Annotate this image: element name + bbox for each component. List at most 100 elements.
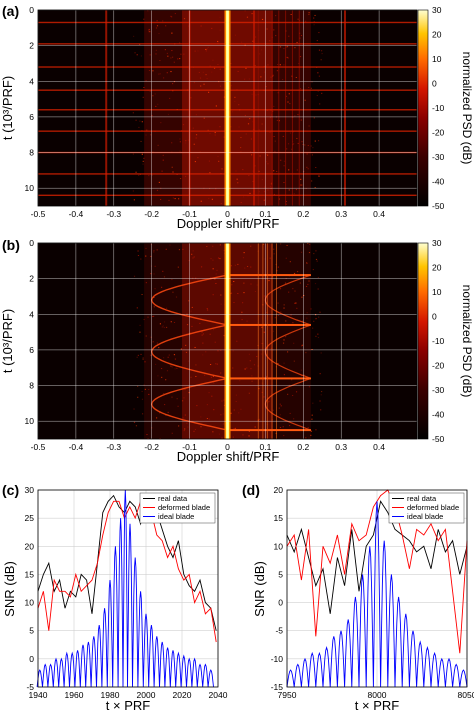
y-tick-label: 5 <box>278 569 283 579</box>
noise-speckle <box>177 266 179 268</box>
y-tick-label: 4 <box>29 309 34 319</box>
noise-speckle <box>306 317 308 319</box>
noise-speckle <box>201 334 203 336</box>
noise-speckle <box>220 414 222 416</box>
y-tick-label: 2 <box>29 274 34 284</box>
noise-speckle <box>159 59 161 61</box>
noise-speckle <box>212 329 215 331</box>
noise-speckle <box>221 400 223 402</box>
noise-speckle <box>178 249 181 251</box>
noise-speckle <box>238 126 240 128</box>
noise-speckle <box>167 55 169 57</box>
noise-speckle <box>170 365 172 367</box>
y-ticks-b: 0 2 4 6 8 10 <box>25 238 35 426</box>
noise-speckle <box>238 412 240 414</box>
noise-speckle <box>232 367 234 369</box>
noise-speckle <box>219 69 221 71</box>
noise-speckle <box>321 53 323 55</box>
noise-speckle <box>320 50 323 52</box>
noise-speckle <box>312 269 314 271</box>
y-tick-label: 20 <box>25 541 35 551</box>
noise-speckle <box>150 273 152 275</box>
noise-speckle <box>171 142 173 144</box>
noise-speckle <box>222 423 225 425</box>
noise-speckle <box>307 243 309 245</box>
noise-speckle <box>261 326 263 328</box>
noise-speckle <box>296 271 299 273</box>
noise-speckle <box>230 63 232 65</box>
noise-speckle <box>280 159 282 161</box>
noise-speckle <box>320 352 322 354</box>
noise-speckle <box>172 291 174 293</box>
noise-speckle <box>212 268 214 270</box>
x-tick-label: 0.1 <box>259 209 271 219</box>
noise-speckle <box>287 57 289 59</box>
noise-speckle <box>184 175 187 177</box>
noise-speckle <box>293 193 295 195</box>
noise-speckle <box>143 157 145 159</box>
y-tick-label: -15 <box>271 682 284 692</box>
noise-speckle <box>306 153 308 155</box>
noise-speckle <box>262 243 265 245</box>
x-tick-label: -0.4 <box>69 442 84 452</box>
noise-speckle <box>318 75 321 77</box>
noise-speckle <box>289 132 292 134</box>
noise-speckle <box>237 263 239 265</box>
noise-speckle <box>171 32 173 34</box>
noise-speckle <box>310 145 312 147</box>
noise-speckle <box>223 250 225 252</box>
noise-speckle <box>232 436 234 438</box>
noise-speckle <box>274 150 276 152</box>
noise-speckle <box>233 281 235 283</box>
noise-speckle <box>305 437 307 439</box>
noise-speckle <box>292 288 294 290</box>
noise-speckle <box>206 418 209 420</box>
noise-speckle <box>175 296 178 298</box>
blade-flash <box>227 274 311 277</box>
noise-speckle <box>145 255 147 257</box>
x-tick-label: 0.1 <box>259 442 271 452</box>
y-tick-label: 5 <box>29 626 34 636</box>
noise-speckle <box>315 335 317 337</box>
noise-speckle <box>267 402 269 404</box>
noise-speckle <box>161 326 163 328</box>
noise-speckle <box>144 388 146 390</box>
noise-speckle <box>205 74 207 76</box>
noise-speckle <box>199 77 202 79</box>
x-ticks-a: -0.5 -0.4 -0.3 -0.2 -0.1 0 0.1 0.2 0.3 0.4 <box>31 209 386 219</box>
noise-speckle <box>301 184 303 186</box>
noise-speckle <box>242 169 244 171</box>
noise-speckle <box>318 175 320 177</box>
noise-speckle <box>280 405 282 407</box>
noise-speckle <box>234 34 237 36</box>
noise-speckle <box>206 309 209 311</box>
noise-speckle <box>243 282 245 284</box>
y-ticks-d: -15 -10 -5 0 5 10 15 20 <box>271 485 284 692</box>
noise-speckle <box>277 266 279 268</box>
noise-speckle <box>210 258 212 260</box>
noise-speckle <box>278 198 280 200</box>
y-axis-title-b: t (10³/PRF) <box>0 309 15 373</box>
noise-speckle <box>216 269 218 271</box>
noise-speckle <box>144 361 146 363</box>
noise-speckle <box>279 414 282 416</box>
noise-speckle <box>219 126 221 128</box>
noise-speckle <box>220 294 222 296</box>
noise-speckle <box>315 250 317 252</box>
noise-speckle <box>151 174 153 176</box>
noise-speckle <box>265 86 267 88</box>
noise-speckle <box>179 138 181 140</box>
noise-speckle <box>310 87 312 89</box>
noise-speckle <box>215 273 217 275</box>
plot-frame-a <box>37 9 418 207</box>
noise-speckle <box>248 353 251 355</box>
noise-speckle <box>242 434 244 436</box>
noise-speckle <box>195 277 197 279</box>
noise-speckle <box>286 56 288 58</box>
blade-harmonic <box>257 243 259 439</box>
colorbar-ticks-b: 30 20 10 0 -10 -20 -30 -40 -50 <box>432 238 445 444</box>
y-tick-label: -10 <box>271 654 284 664</box>
noise-speckle <box>149 31 151 33</box>
noise-speckle <box>148 29 150 31</box>
noise-speckle <box>156 342 158 344</box>
